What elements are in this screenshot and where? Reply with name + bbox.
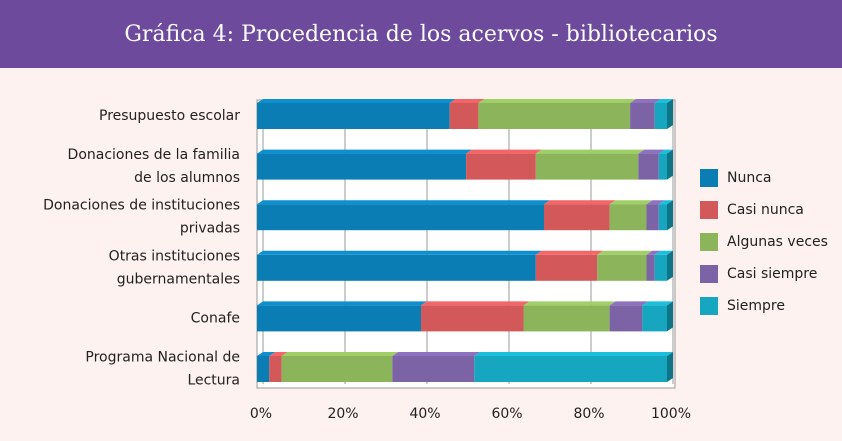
bar-top <box>474 352 673 356</box>
bar <box>658 204 667 231</box>
bar <box>257 103 450 129</box>
y-tick-label: privadas <box>180 221 240 237</box>
x-tick-label: 80% <box>573 406 604 422</box>
bar <box>646 204 659 231</box>
bar-top <box>609 301 649 306</box>
bar-top <box>658 149 673 154</box>
y-tick-label: Presupuesto escolar <box>99 108 240 124</box>
bar-top <box>269 352 288 356</box>
y-tick-label: Conafe <box>191 310 240 326</box>
bar-top <box>523 301 616 306</box>
y-tick-label: gubernamentales <box>117 271 240 287</box>
bar <box>474 356 667 382</box>
bar-top <box>654 99 673 103</box>
bar-side <box>667 301 673 332</box>
bar-top <box>257 301 427 306</box>
bar-top <box>642 301 673 306</box>
bar-side <box>667 250 673 281</box>
bar-top <box>281 352 399 356</box>
bar-top <box>630 99 661 103</box>
bar-top <box>257 99 456 103</box>
legend-label: Nunca <box>727 170 772 186</box>
bar-top <box>646 200 665 205</box>
bar <box>257 305 421 332</box>
x-tick-label: 40% <box>409 406 440 422</box>
bar <box>257 254 536 281</box>
bar <box>523 305 610 332</box>
legend-swatch <box>700 201 718 219</box>
bar-top <box>392 352 481 356</box>
bar-side <box>667 99 673 129</box>
y-tick-label: Donaciones de instituciones <box>43 198 240 214</box>
bar <box>630 103 655 129</box>
legend-swatch <box>700 233 718 251</box>
bar-top <box>535 149 645 154</box>
legend-swatch <box>700 265 718 283</box>
bar <box>654 254 667 281</box>
bar-top <box>466 149 542 154</box>
bar <box>478 103 631 129</box>
bar <box>654 103 667 129</box>
bar-top <box>535 250 604 255</box>
y-tick-label: de los alumnos <box>134 170 240 186</box>
bar <box>658 153 667 180</box>
bar-top <box>449 99 485 103</box>
bar-side <box>667 149 673 180</box>
plot-area <box>256 99 676 389</box>
x-tick-label: 60% <box>491 406 522 422</box>
x-tick-label: 100% <box>651 406 691 422</box>
bar <box>392 356 475 382</box>
legend-swatch <box>700 297 718 315</box>
bar <box>638 153 659 180</box>
bar <box>257 204 544 231</box>
bar <box>421 305 524 332</box>
legend-label: Casi siempre <box>727 266 817 282</box>
bar <box>535 153 639 180</box>
bar <box>257 153 467 180</box>
bar-top <box>638 149 665 154</box>
y-tick-label: Lectura <box>187 373 240 389</box>
bar <box>609 305 643 332</box>
bar-top <box>478 99 637 103</box>
bar <box>449 103 479 129</box>
bar <box>281 356 393 382</box>
y-tick-label: Donaciones de la familia <box>68 147 240 163</box>
bar <box>646 254 655 281</box>
x-tick-label: 0% <box>250 406 272 422</box>
legend-label: Algunas veces <box>727 234 828 250</box>
bar-side <box>667 352 673 382</box>
bar-side <box>667 200 673 231</box>
bar-top <box>421 301 530 306</box>
y-tick-label: Otras instituciones <box>109 248 240 264</box>
bar <box>269 356 282 382</box>
bar-top <box>257 250 542 255</box>
bar-top <box>609 200 653 205</box>
bar <box>642 305 667 332</box>
bar-top <box>257 149 473 154</box>
bar-top <box>257 200 550 205</box>
bar <box>597 254 647 281</box>
legend-label: Casi nunca <box>727 202 804 218</box>
bar-top <box>544 200 616 205</box>
bar-top <box>257 352 276 356</box>
legend-swatch <box>700 169 718 187</box>
bar-top <box>654 250 673 255</box>
bar-top <box>597 250 653 255</box>
legend-label: Siempre <box>727 298 785 314</box>
bar-top <box>658 200 673 205</box>
bar <box>535 254 598 281</box>
bar <box>544 204 610 231</box>
bar <box>609 204 647 231</box>
x-tick-label: 20% <box>327 406 358 422</box>
chart-title: Gráfica 4: Procedencia de los acervos - … <box>124 22 717 47</box>
header <box>0 0 842 68</box>
y-tick-label: Programa Nacional de <box>85 350 240 366</box>
bar <box>257 356 270 382</box>
bar <box>466 153 536 180</box>
bar-top <box>646 250 661 255</box>
